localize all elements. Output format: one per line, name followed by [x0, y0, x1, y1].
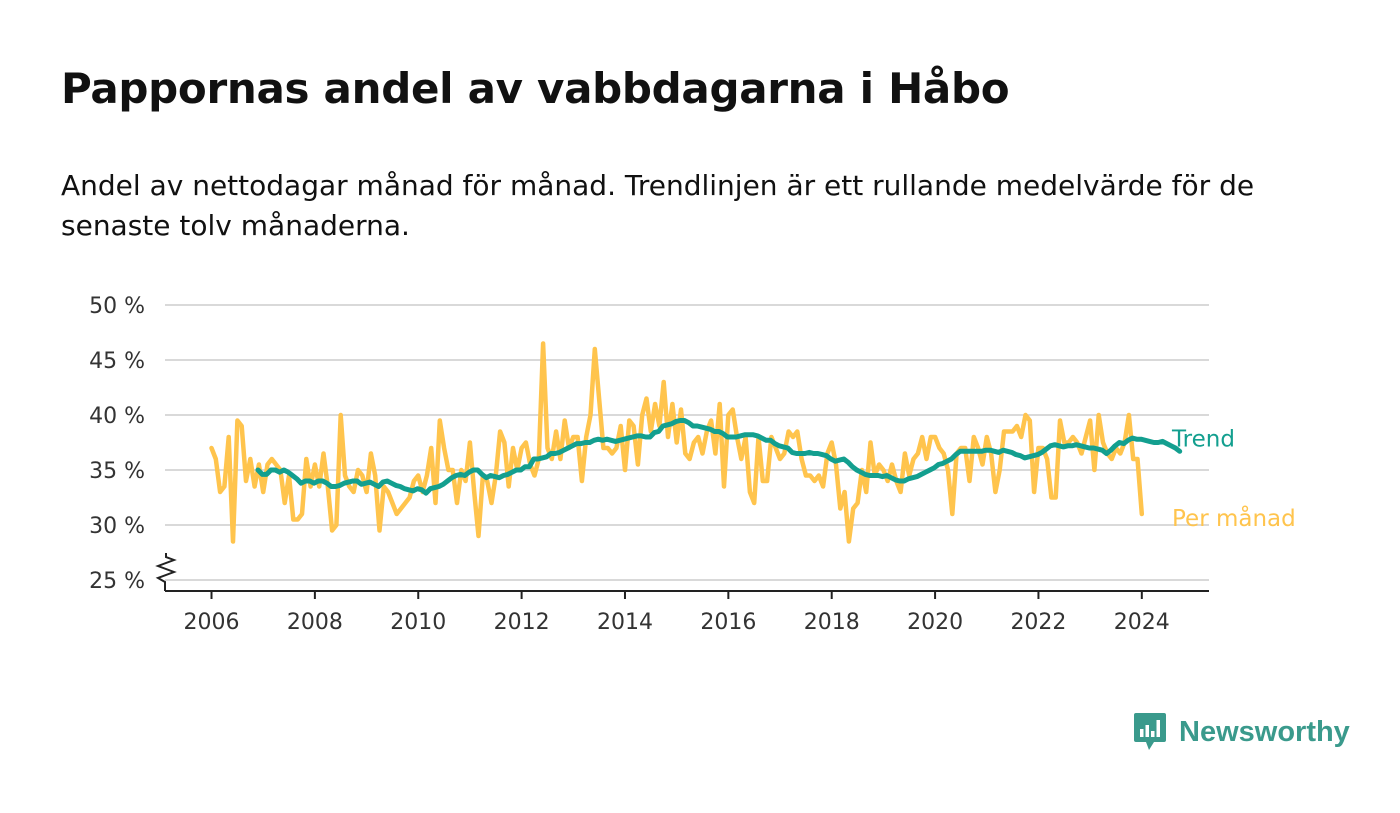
series-line-trend — [255, 418, 1183, 496]
x-tick-label: 2024 — [1114, 610, 1170, 635]
x-tick-label: 2018 — [804, 610, 860, 635]
y-tick-label: 35 % — [89, 459, 145, 484]
newsworthy-logo-text: Newsworthy — [1179, 715, 1350, 748]
newsworthy-logo: Newsworthy — [1133, 712, 1350, 752]
x-tick-label: 2020 — [907, 610, 963, 635]
series-labels: Per månad Trend — [1171, 426, 1296, 532]
y-tick-label: 40 % — [89, 404, 145, 429]
series-line-per-manad — [209, 341, 1145, 544]
newsworthy-logo-icon — [1134, 713, 1166, 750]
line-chart: 25 % 30 % 35 % 40 % 45 % 50 % 2006 2008 2010 201… — [89, 294, 1296, 635]
y-tick-label: 45 % — [89, 349, 145, 374]
grid-lines — [165, 304, 1209, 581]
series-label-trend: Trend — [1171, 426, 1235, 452]
series-lines — [209, 341, 1183, 544]
chart-subtitle: Andel av nettodagar månad för månad. Tre… — [61, 169, 1255, 242]
x-tick-label: 2010 — [390, 610, 446, 635]
y-tick-label: 50 % — [89, 294, 145, 319]
x-tick-label: 2012 — [494, 610, 550, 635]
x-tick-label: 2014 — [597, 610, 653, 635]
x-axis-ticks: 2006 2008 2010 2012 2014 2016 2018 2020 2022 2024 — [184, 591, 1170, 635]
y-axis-tick-labels: 25 % 30 % 35 % 40 % 45 % 50 % — [89, 294, 145, 594]
x-tick-label: 2006 — [184, 610, 240, 635]
chart-title: Pappornas andel av vabbdagarna i Håbo — [61, 64, 1010, 113]
y-tick-label: 25 % — [89, 569, 145, 594]
y-tick-label: 30 % — [89, 514, 145, 539]
x-tick-label: 2022 — [1010, 610, 1066, 635]
x-tick-label: 2008 — [287, 610, 343, 635]
series-label-per-manad: Per månad — [1172, 504, 1296, 532]
axis-break-icon — [155, 553, 177, 591]
x-tick-label: 2016 — [700, 610, 756, 635]
